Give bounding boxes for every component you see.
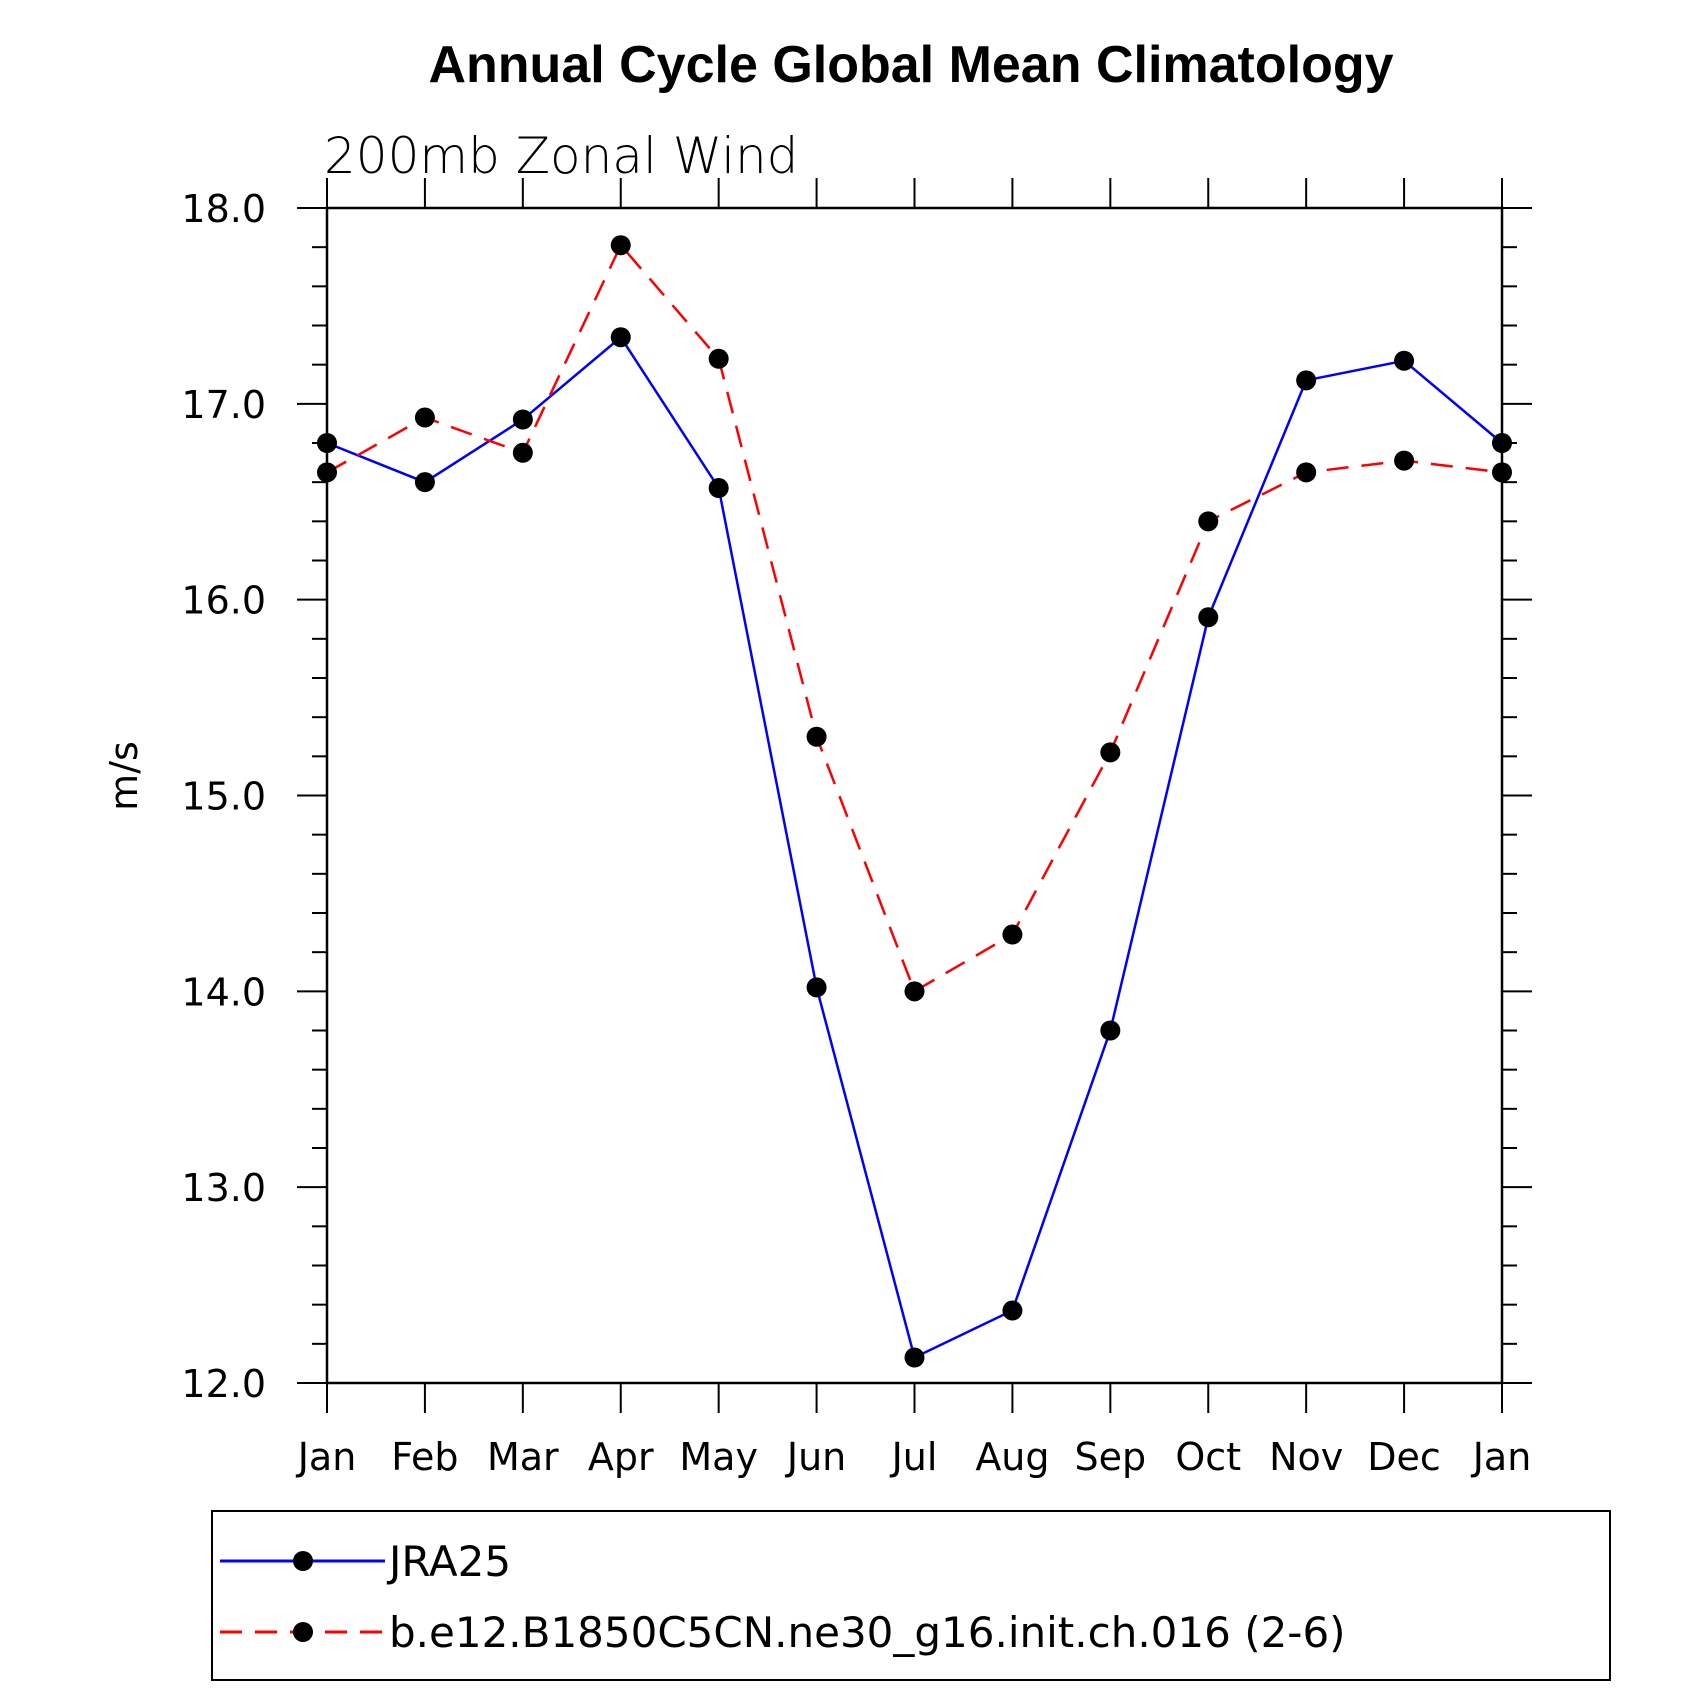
series-point (1100, 742, 1121, 763)
y-tick-label: 16.0 (181, 579, 266, 623)
series-point (708, 348, 729, 369)
x-tick-label: Jul (890, 1435, 938, 1479)
series-point (317, 462, 337, 483)
chart-subtitle: 200mb Zonal Wind (324, 127, 798, 185)
series-point (1002, 924, 1023, 945)
y-axis-label: m/s (102, 741, 146, 811)
x-tick-label: Apr (588, 1435, 654, 1479)
series-point (806, 726, 827, 747)
series-point (512, 409, 533, 430)
legend-label-jra25: JRA25 (386, 1537, 511, 1586)
x-tick-label: Aug (975, 1435, 1049, 1479)
chart-title: Annual Cycle Global Mean Climatology (428, 36, 1393, 94)
x-tick-label: Jan (296, 1435, 357, 1479)
series-point (904, 981, 925, 1002)
series-0 (317, 327, 1512, 1368)
x-axis: Jan Feb Mar Apr May Jun Jul Aug Sep Oct Nov Dec Jan (296, 178, 1532, 1479)
y-tick-label: 17.0 (181, 383, 266, 427)
series-point (1100, 1020, 1121, 1041)
series-line (326, 242, 1503, 994)
series-point (1198, 607, 1219, 628)
x-tick-label: Nov (1269, 1435, 1343, 1479)
x-tick-label: Mar (487, 1435, 559, 1479)
series-point (1492, 433, 1512, 453)
series-point (904, 1347, 925, 1368)
series-point (512, 442, 533, 463)
plot-border (325, 206, 1504, 1385)
legend-entry-model: b.e12.B1850C5CN.ne30_g16.init.ch.016 (2-… (220, 1608, 1346, 1657)
series-layer (317, 235, 1512, 1368)
series-point (1394, 350, 1415, 371)
series-point (1296, 462, 1317, 483)
series-point (1492, 462, 1512, 483)
x-tick-label: Jan (1471, 1435, 1532, 1479)
series-point (1002, 1300, 1023, 1321)
series-point (1198, 511, 1219, 532)
legend-box (211, 1510, 1611, 1681)
series-point (317, 433, 337, 453)
series-point (610, 327, 631, 348)
series-1 (317, 235, 1512, 1002)
x-tick-label: Jun (785, 1435, 846, 1479)
legend-entry-jra25: JRA25 (220, 1537, 511, 1586)
y-axis: 12.0 13.0 14.0 15.0 16.0 17.0 18.0 (181, 187, 1532, 1406)
legend: JRA25 b.e12.B1850C5CN.ne30_g16.init.ch.0… (211, 1510, 1611, 1681)
x-tick-label: Dec (1367, 1435, 1441, 1479)
legend-swatch-marker-model (293, 1622, 313, 1642)
x-tick-label: Sep (1075, 1435, 1147, 1479)
y-tick-label: 12.0 (181, 1362, 266, 1406)
plot-frame (325, 206, 1504, 1385)
series-point (610, 235, 631, 256)
x-tick-label: Oct (1175, 1435, 1241, 1479)
x-tick-label: Feb (391, 1435, 458, 1479)
series-point (1296, 370, 1317, 391)
legend-label-model: b.e12.B1850C5CN.ne30_g16.init.ch.016 (2-… (389, 1608, 1346, 1657)
series-point (806, 977, 827, 998)
y-tick-label: 14.0 (181, 970, 266, 1014)
series-point (414, 472, 435, 493)
series-point (414, 407, 435, 428)
y-tick-label: 15.0 (181, 775, 266, 819)
series-point (1394, 450, 1415, 471)
x-tick-label: May (679, 1435, 758, 1479)
y-tick-label: 18.0 (181, 187, 266, 231)
series-line (326, 335, 1503, 1360)
legend-swatch-marker-jra25 (293, 1551, 313, 1571)
y-tick-label: 13.0 (181, 1166, 266, 1210)
series-point (708, 478, 729, 499)
